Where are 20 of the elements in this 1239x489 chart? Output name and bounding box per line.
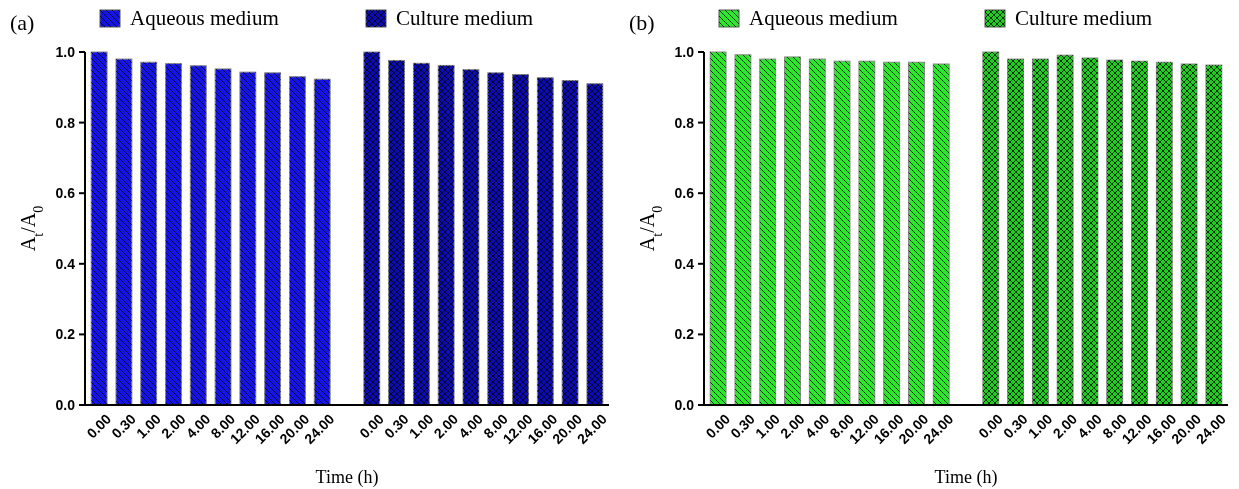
x-axis-title: Time (h)	[934, 467, 998, 488]
y-tick-label: 1.0	[674, 43, 695, 60]
chart-title: (a)	[10, 10, 35, 35]
y-tick-label: 0.2	[674, 326, 695, 343]
y-tick-label: 0.0	[55, 396, 76, 413]
x-axis-title: Time (h)	[315, 467, 379, 488]
legend-label: Culture medium	[396, 6, 534, 30]
y-tick-label: 0.6	[55, 185, 76, 202]
y-tick-label: 0.0	[674, 396, 695, 413]
y-tick-label: 0.2	[55, 326, 76, 343]
y-tick-label: 0.8	[674, 114, 695, 131]
y-tick-label: 0.8	[55, 114, 76, 131]
y-tick-label: 0.4	[674, 255, 695, 272]
legend-label: Culture medium	[1015, 6, 1153, 30]
chart-title: (b)	[629, 10, 655, 35]
y-tick-label: 0.4	[55, 255, 76, 272]
legend-label: Aqueous medium	[130, 6, 279, 30]
y-tick-label: 0.6	[674, 185, 695, 202]
legend-label: Aqueous medium	[749, 6, 898, 30]
y-tick-label: 1.0	[55, 43, 76, 60]
